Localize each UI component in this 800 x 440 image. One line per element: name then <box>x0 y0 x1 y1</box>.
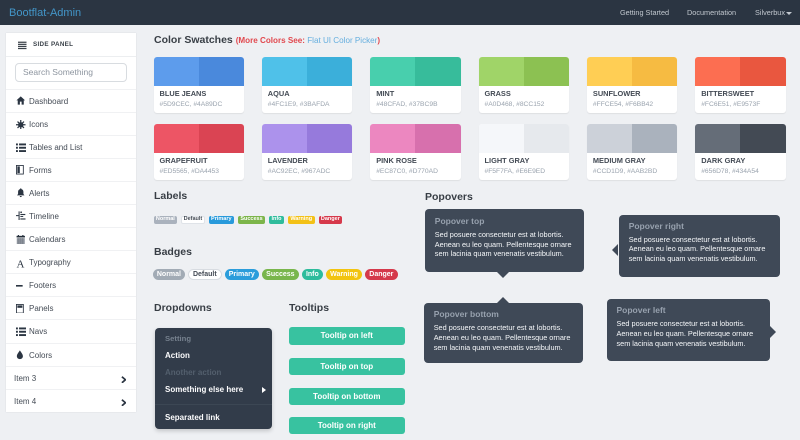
svg-text:A: A <box>17 258 25 268</box>
